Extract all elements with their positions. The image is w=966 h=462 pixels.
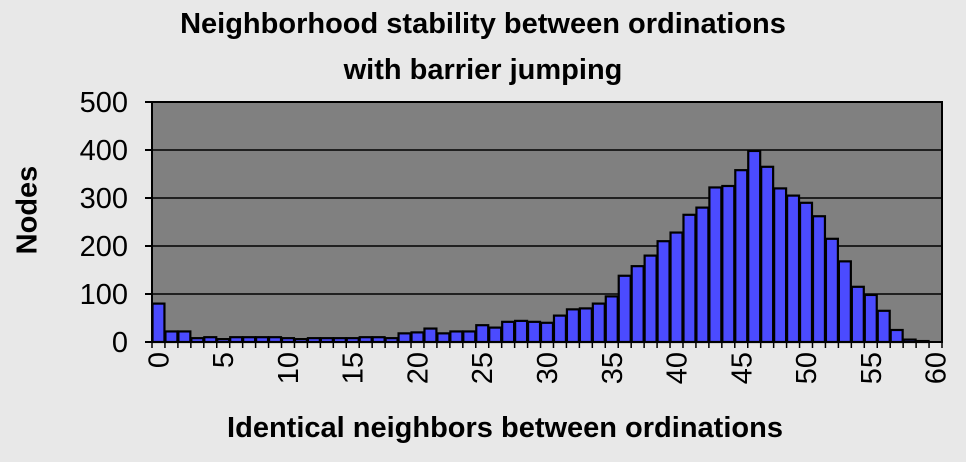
- bar-39: [656, 240, 671, 344]
- x-tick-label-20: 20: [402, 352, 434, 384]
- bar-29: [526, 320, 542, 344]
- x-axis-label: Identical neighbors between ordinations: [227, 412, 783, 444]
- x-tick-label-50: 50: [791, 352, 823, 384]
- bar-34: [591, 302, 606, 344]
- bar-44: [721, 184, 736, 344]
- bar-56: [876, 309, 891, 344]
- bar-30: [539, 321, 555, 344]
- x-tick-label-0: 0: [143, 352, 175, 368]
- bar-47: [760, 165, 775, 344]
- bar-23: [449, 330, 464, 344]
- x-tick-label-35: 35: [597, 352, 629, 384]
- bar-49: [785, 194, 801, 344]
- bar-36: [617, 274, 632, 344]
- bar-0: [151, 302, 166, 344]
- bar-24: [462, 330, 477, 344]
- bar-52: [824, 237, 839, 344]
- bar-41: [682, 213, 697, 344]
- x-tick-label-55: 55: [856, 352, 888, 384]
- bar-57: [889, 328, 904, 344]
- bar-27: [501, 320, 516, 344]
- y-tick-label-500: 500: [80, 87, 128, 119]
- bar-28: [514, 319, 529, 344]
- x-tick-label-10: 10: [273, 352, 305, 384]
- bar-2: [177, 330, 192, 344]
- chart-title-line-2: with barrier jumping: [343, 54, 623, 86]
- bar-50: [798, 201, 814, 344]
- bar-42: [695, 206, 710, 344]
- x-tick-label-5: 5: [208, 352, 240, 368]
- x-tick-label-30: 30: [532, 352, 564, 384]
- x-tick-label-40: 40: [662, 352, 694, 384]
- y-tick-label-0: 0: [112, 327, 128, 359]
- chart-title-line-1: Neighborhood stability between ordinatio…: [180, 8, 786, 40]
- bar-51: [811, 215, 827, 344]
- bar-20: [410, 331, 425, 344]
- plot-border: [151, 101, 943, 343]
- y-tick-label-100: 100: [80, 279, 128, 311]
- bar-31: [552, 314, 568, 344]
- y-tick-label-400: 400: [80, 135, 128, 167]
- bar-40: [669, 231, 684, 344]
- bar-45: [734, 169, 749, 344]
- bar-38: [643, 254, 658, 344]
- bar-54: [850, 285, 865, 344]
- y-tick-label-200: 200: [80, 231, 128, 263]
- bar-26: [488, 326, 503, 344]
- bar-53: [837, 260, 852, 344]
- x-tick-label-25: 25: [467, 352, 499, 384]
- y-tick-label-300: 300: [80, 183, 128, 215]
- bar-1: [164, 330, 179, 344]
- bar-19: [397, 332, 412, 344]
- x-tick-label-45: 45: [726, 352, 758, 384]
- bar-37: [630, 265, 645, 344]
- bar-33: [578, 307, 593, 344]
- bar-55: [863, 293, 878, 344]
- bar-32: [565, 308, 580, 344]
- bar-43: [708, 186, 723, 344]
- x-tick-label-15: 15: [338, 352, 370, 384]
- bar-46: [747, 149, 762, 344]
- bar-22: [436, 332, 451, 344]
- bar-48: [773, 187, 788, 344]
- x-tick-label-60: 60: [921, 352, 953, 384]
- bar-35: [604, 295, 619, 344]
- bar-21: [423, 327, 438, 344]
- bar-25: [475, 324, 490, 344]
